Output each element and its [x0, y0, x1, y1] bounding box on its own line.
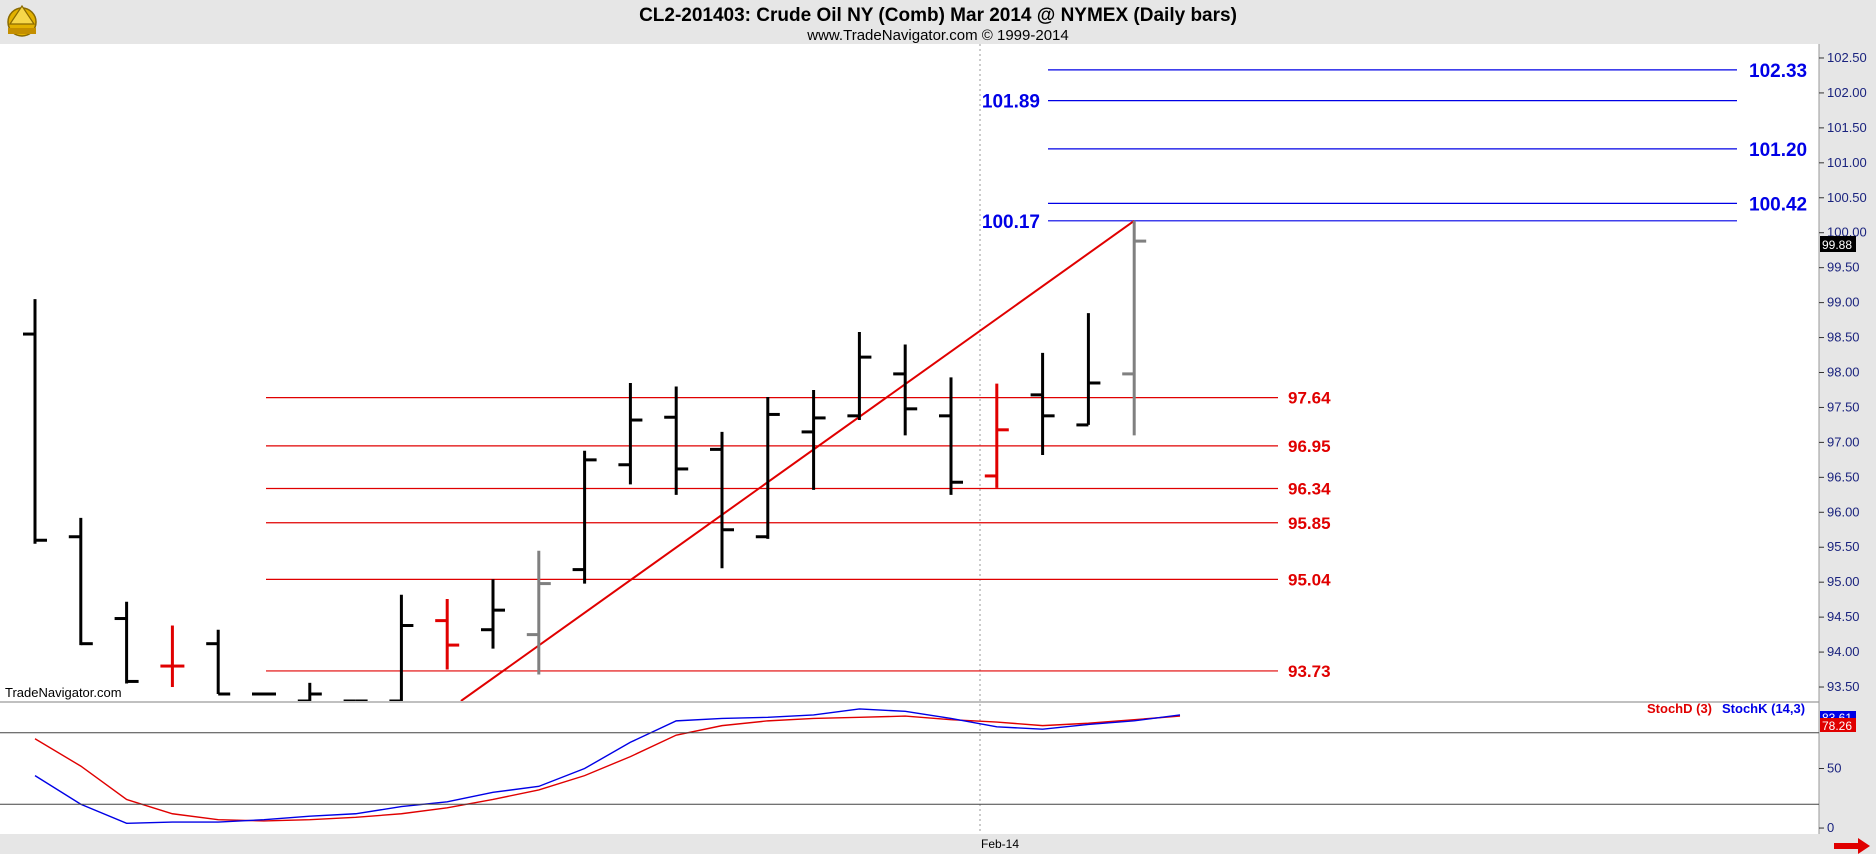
stoch-d-last-label: 78.26 [1822, 719, 1852, 733]
ohlc-bars-clip [23, 220, 1147, 701]
blue-level-label: 101.20 [1749, 140, 1807, 161]
red-level-label: 95.04 [1288, 570, 1331, 589]
y-tick-label: 100.00 [1827, 225, 1867, 240]
stoch-axis: 50 0 [0, 732, 1841, 835]
stoch-series-line [34, 715, 1181, 822]
red-level-label: 97.64 [1288, 389, 1331, 408]
y-tick-label: 94.50 [1827, 609, 1860, 624]
red-level-label: 93.73 [1288, 662, 1331, 681]
chart-title: CL2-201403: Crude Oil NY (Comb) Mar 2014… [639, 5, 1237, 26]
fib-levels: 97.64 96.95 96.34 95.85 95.04 93.73 102.33 101.… [266, 61, 1807, 681]
y-tick-label: 97.50 [1827, 399, 1860, 414]
stochastic-lines [34, 708, 1181, 824]
ohlc-bars [23, 220, 1147, 701]
y-tick-label: 97.00 [1827, 434, 1860, 449]
last-price-box [1820, 236, 1856, 252]
y-tick-label: 93.50 [1827, 679, 1860, 694]
y-tick-label: 102.50 [1827, 50, 1867, 65]
stoch-k-legend: StochK (14,3) [1722, 701, 1805, 716]
trendline-segment [460, 220, 1135, 701]
y-tick-label: 102.00 [1827, 85, 1867, 100]
chart-subtitle: www.TradeNavigator.com © 1999-2014 [806, 27, 1068, 44]
red-level-label: 96.34 [1288, 480, 1331, 499]
blue-level-label: 100.17 [982, 212, 1040, 233]
red-level-label: 96.95 [1288, 437, 1331, 456]
price-axis: 102.50 102.00 101.50 101.00 100.50 100.00 99.5… [1819, 50, 1867, 694]
stoch-tick-label: 50 [1827, 761, 1841, 776]
blue-level-label: 102.33 [1749, 61, 1807, 82]
stoch-series-line [34, 708, 1181, 824]
watermark: TradeNavigator.com [5, 685, 122, 700]
y-tick-label: 95.50 [1827, 539, 1860, 554]
y-tick-label: 101.00 [1827, 155, 1867, 170]
blue-level-label: 101.89 [982, 92, 1040, 113]
stoch-d-legend: StochD (3) [1647, 701, 1712, 716]
y-tick-label: 95.00 [1827, 574, 1860, 589]
stoch-d-last-box [1820, 718, 1856, 732]
scroll-right-arrow-icon[interactable] [1834, 838, 1870, 854]
y-tick-label: 101.50 [1827, 120, 1867, 135]
red-level-label: 95.85 [1288, 514, 1331, 533]
stoch-tick-label: 0 [1827, 820, 1834, 835]
main-panel [0, 44, 1819, 701]
trendline [460, 220, 1135, 701]
date-label: Feb-14 [981, 837, 1019, 851]
blue-level-label: 100.42 [1749, 194, 1807, 215]
y-tick-label: 98.00 [1827, 365, 1860, 380]
last-price-label: 99.88 [1822, 238, 1852, 252]
y-tick-label: 96.00 [1827, 504, 1860, 519]
y-tick-label: 100.50 [1827, 190, 1867, 205]
y-tick-label: 94.00 [1827, 644, 1860, 659]
stoch-panel [0, 703, 1819, 834]
y-tick-label: 99.00 [1827, 295, 1860, 310]
y-tick-label: 98.50 [1827, 330, 1860, 345]
trade-navigator-logo-icon [7, 4, 37, 37]
y-tick-label: 96.50 [1827, 469, 1860, 484]
y-tick-label: 99.50 [1827, 260, 1860, 275]
